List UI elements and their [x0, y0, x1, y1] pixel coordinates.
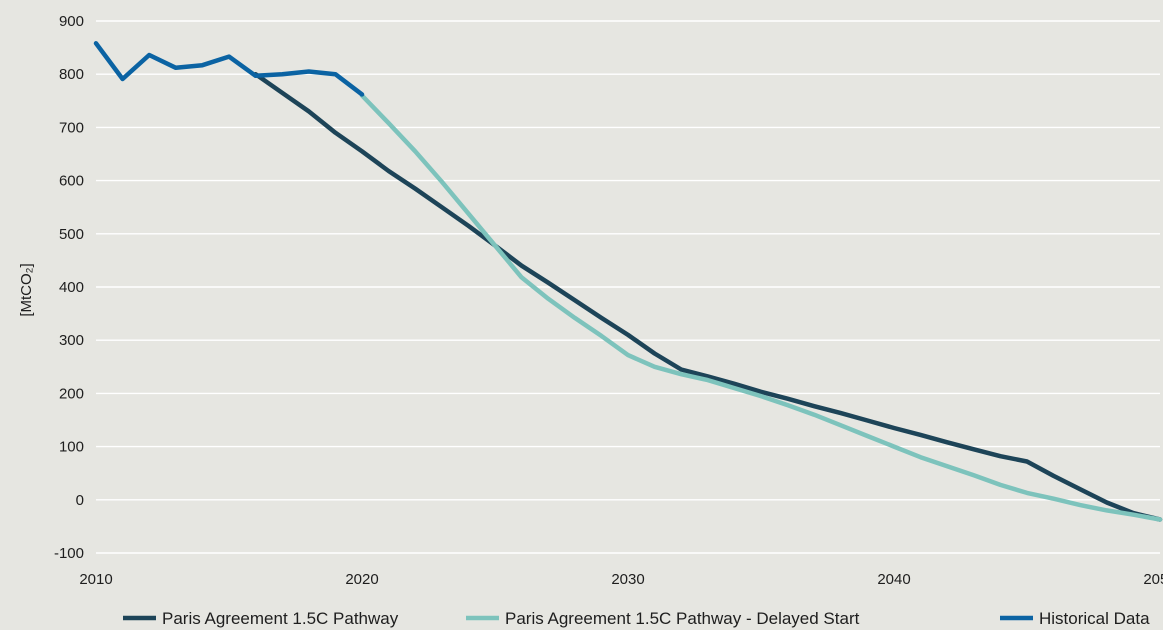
- y-tick-label: 100: [59, 439, 84, 456]
- y-tick-label: 400: [59, 279, 84, 296]
- y-tick-label: 0: [76, 492, 84, 509]
- y-tick-label: 600: [59, 173, 84, 190]
- series-lines: [93, 41, 1163, 522]
- y-tick-label: 500: [59, 226, 84, 243]
- y-tick-label: 300: [59, 332, 84, 349]
- legend-item-0[interactable]: Paris Agreement 1.5C Pathway: [123, 609, 399, 628]
- x-tick-label: 2010: [79, 571, 112, 588]
- y-tick-label: 800: [59, 66, 84, 83]
- series-line-1: [359, 93, 1163, 522]
- legend-label: Paris Agreement 1.5C Pathway - Delayed S…: [505, 609, 860, 628]
- series-line-2: [93, 41, 365, 97]
- legend-item-2[interactable]: Historical Data: [1000, 609, 1150, 628]
- y-tick-label: 200: [59, 385, 84, 402]
- x-tick-label: 2040: [877, 571, 910, 588]
- legend[interactable]: Paris Agreement 1.5C Pathway Paris Agreem…: [123, 609, 1150, 628]
- y-axis-ticks: 900 800 700 600 500 400 300 200 100 0 -100: [54, 13, 84, 562]
- y-tick-label: -100: [54, 545, 84, 562]
- x-axis-ticks: 2010 2020 2030 2040 2050: [79, 571, 1163, 588]
- x-tick-label: 2030: [611, 571, 644, 588]
- y-axis-title: [MtCO₂]: [18, 263, 35, 316]
- legend-label: Paris Agreement 1.5C Pathway: [162, 609, 399, 628]
- y-tick-label: 900: [59, 13, 84, 30]
- y-tick-label: 700: [59, 119, 84, 136]
- gridlines: [96, 20, 1160, 554]
- x-tick-label: 2020: [345, 571, 378, 588]
- x-tick-label: 2050: [1143, 571, 1163, 588]
- legend-label: Historical Data: [1039, 609, 1150, 628]
- series-line-0: [253, 71, 1163, 522]
- legend-item-1[interactable]: Paris Agreement 1.5C Pathway - Delayed S…: [466, 609, 860, 628]
